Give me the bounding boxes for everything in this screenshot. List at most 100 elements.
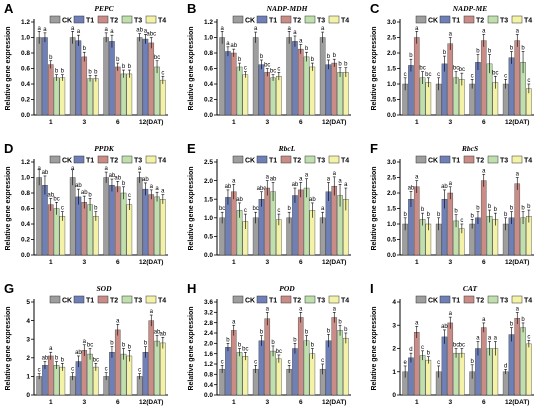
y-tick-label: 0.4	[21, 221, 30, 228]
y-tick-label: 1.5	[204, 196, 213, 203]
bar-t3	[453, 352, 459, 396]
significance-label: a	[482, 317, 486, 323]
bar-t2	[264, 187, 271, 256]
y-tick-label: 1.2	[204, 19, 213, 26]
bar-ck	[36, 177, 42, 256]
significance-label: b	[476, 49, 480, 55]
gene-title: SOD	[96, 284, 112, 293]
significance-label: c	[244, 66, 247, 72]
bar-ck	[252, 217, 259, 256]
significance-label: b	[488, 204, 492, 210]
significance-label: bc	[459, 67, 465, 73]
significance-label: ab	[270, 176, 277, 182]
significance-label: b	[305, 46, 309, 52]
significance-label: bc	[459, 343, 465, 349]
significance-label: c	[254, 359, 257, 365]
legend-label-t2: T2	[293, 158, 301, 165]
legend-swatch-t1	[256, 295, 268, 304]
legend-swatch-t2	[463, 295, 475, 304]
significance-label: c	[161, 70, 164, 76]
x-tick-label: 1	[49, 259, 53, 266]
bar-t3	[337, 330, 343, 396]
bar-t4	[309, 66, 316, 116]
bar-ck	[219, 37, 225, 116]
legend-label-t4: T4	[524, 158, 532, 165]
significance-label: a	[338, 178, 342, 184]
bar-ck	[103, 37, 109, 116]
significance-label: a	[37, 26, 41, 32]
significance-label: bc	[219, 206, 225, 212]
gene-title: NADP-ME	[452, 4, 488, 13]
x-tick-label: 6	[116, 259, 120, 266]
legend-swatch-t2	[280, 295, 292, 304]
x-tick-label: 12(DAT)	[139, 399, 163, 406]
x-tick-label: 3	[265, 259, 269, 266]
legend: CK T1 T2 T3 T4	[415, 295, 532, 305]
significance-label: b	[443, 50, 447, 56]
y-tick-label: 0.6	[21, 206, 30, 213]
x-tick-label: 3	[448, 399, 452, 406]
legend-label-t3: T3	[317, 18, 325, 25]
legend-swatch-t3	[121, 155, 133, 164]
significance-label: a	[144, 28, 148, 34]
significance-label: c	[437, 72, 440, 78]
bar-t3	[486, 348, 493, 396]
x-tick-label: 3	[265, 399, 269, 406]
bar-ck	[319, 37, 326, 116]
significance-label: b	[521, 317, 525, 323]
legend-label-ck: CK	[428, 158, 438, 165]
bar-t2	[81, 56, 88, 116]
significance-label: ab	[109, 173, 116, 179]
significance-label: b	[238, 343, 242, 349]
x-tick-label: 6	[482, 399, 486, 406]
legend-label-t3: T3	[500, 298, 508, 305]
bar-t1	[475, 62, 481, 116]
panel-f: F RbcS Relative gene expression 0.0 0.5 1.0 1.…	[370, 141, 534, 266]
legend: CK T1 T2 T3 T4	[232, 15, 349, 25]
legend: CK T1 T2 T3 T4	[415, 15, 532, 25]
significance-label: b	[260, 330, 264, 336]
bar-t4	[343, 337, 349, 396]
significance-label: b	[476, 206, 480, 212]
significance-label: b	[409, 53, 413, 59]
y-tick-label: 0.8	[21, 50, 30, 57]
bar-t1	[109, 185, 115, 256]
y-tick-label: 2.5	[387, 175, 396, 182]
legend-swatch-t3	[487, 155, 499, 164]
legend-swatch-t4	[328, 15, 340, 24]
bar-t2	[331, 317, 338, 396]
significance-label: b	[510, 45, 514, 51]
significance-label: ab	[75, 183, 82, 189]
significance-label: ab	[236, 197, 243, 203]
panel-c: C NADP-ME Relative gene expression 0.0 0.5 1.…	[370, 1, 534, 126]
bar-t4	[160, 79, 166, 116]
significance-label: ab	[142, 177, 149, 183]
bar-t2	[297, 189, 304, 256]
significance-label: a	[494, 336, 498, 342]
significance-label: b	[226, 337, 230, 343]
x-tick-label: 12(DAT)	[139, 119, 163, 126]
legend-swatch-t4	[328, 155, 340, 164]
bar-t1	[258, 340, 265, 396]
gene-title: NADP-MDH	[266, 4, 309, 13]
bar-ck	[69, 37, 76, 116]
y-tick-label: 1	[392, 369, 396, 376]
significance-label: b	[521, 206, 525, 212]
bar-t4	[93, 366, 99, 396]
legend-label-ck: CK	[62, 18, 72, 25]
bar-ck	[103, 177, 109, 256]
bar-t3	[520, 327, 526, 396]
x-tick-label: 3	[82, 399, 86, 406]
gene-title: PEPC	[94, 4, 114, 13]
legend-label-t2: T2	[476, 158, 484, 165]
significance-label: ab	[42, 170, 49, 176]
bar-t3	[270, 191, 276, 256]
legend-label-t1: T1	[452, 18, 460, 25]
y-axis-label: Relative gene expression	[371, 26, 378, 110]
legend-label-t1: T1	[86, 158, 94, 165]
y-tick-label: 0.0	[204, 112, 213, 119]
bar-t2	[264, 72, 271, 116]
x-tick-label: 3	[448, 259, 452, 266]
legend-swatch-t1	[439, 155, 451, 164]
x-tick-label: 12(DAT)	[505, 259, 529, 266]
